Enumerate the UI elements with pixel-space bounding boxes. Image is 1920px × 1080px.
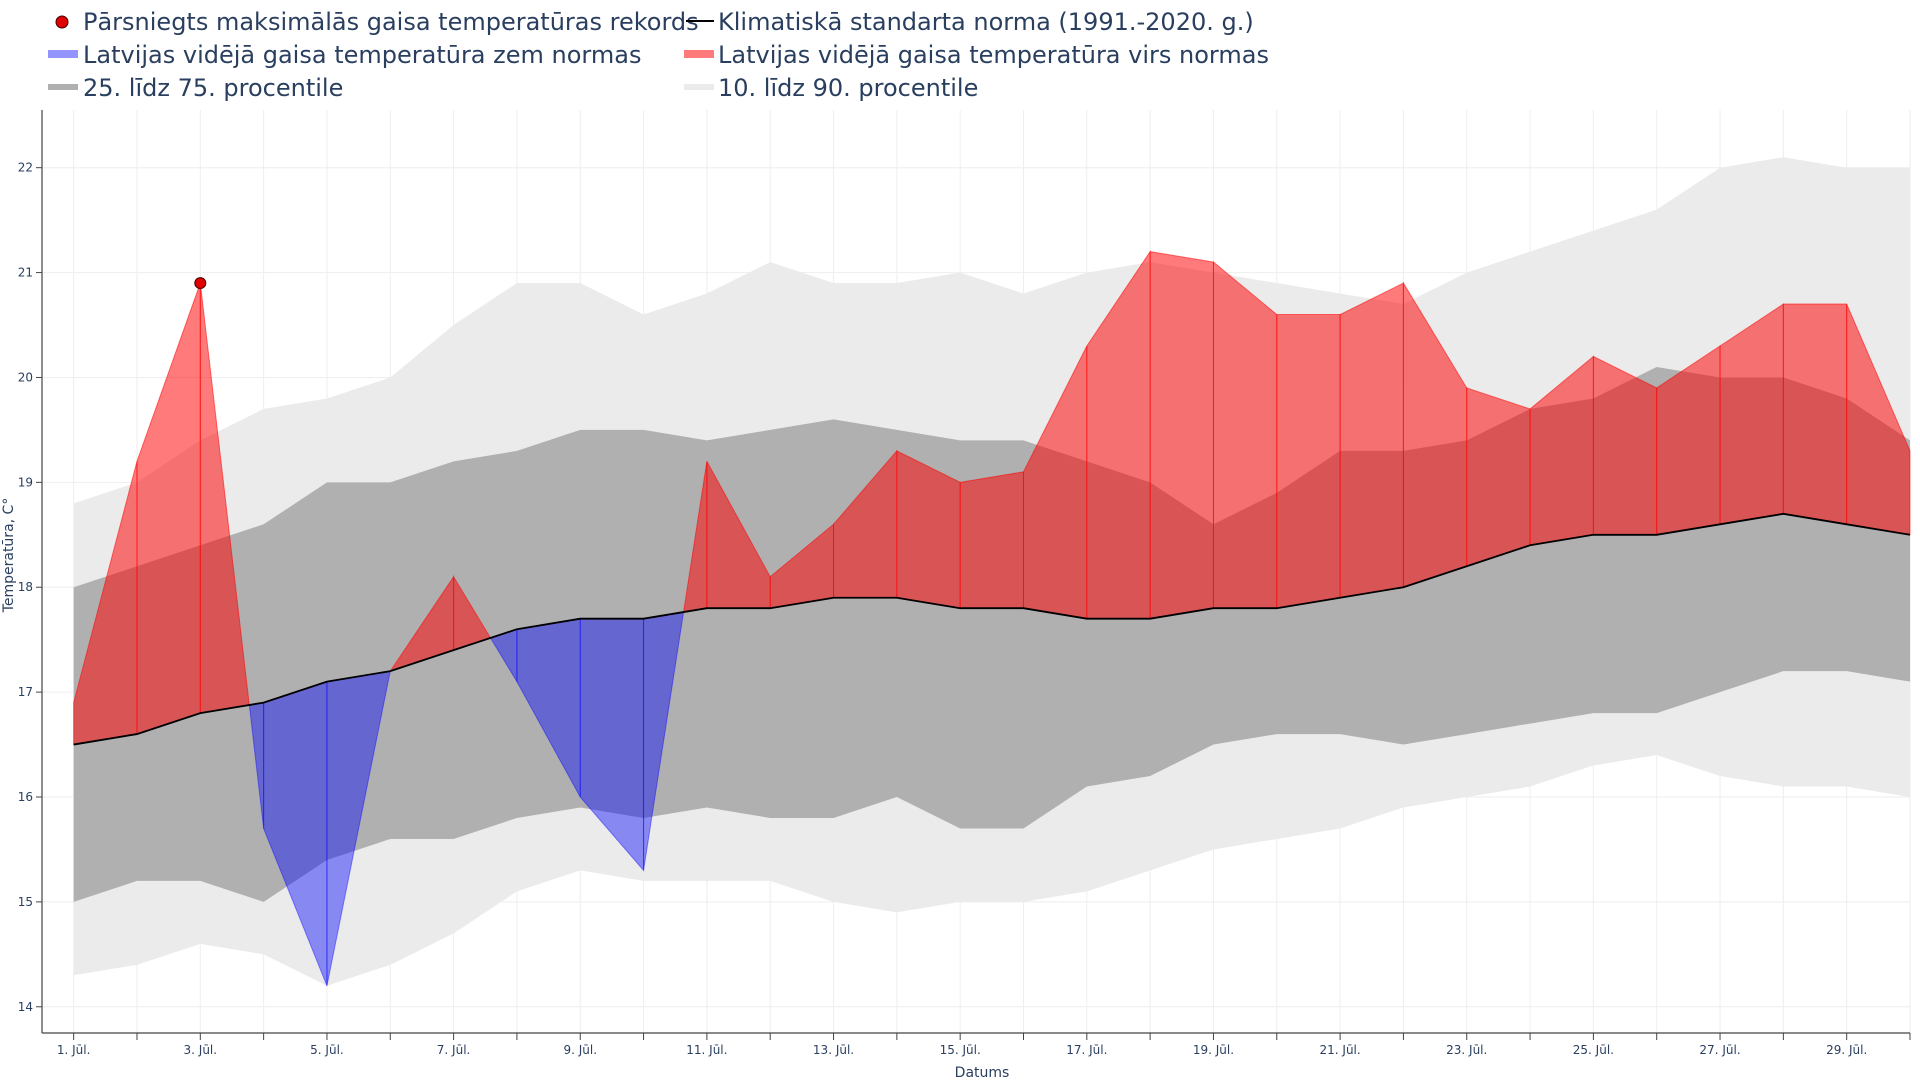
legend: Pārsniegts maksimālās gaisa temperatūras… [48, 8, 1269, 102]
plot-area [42, 110, 1911, 1033]
y-tick-label: 16 [18, 790, 33, 804]
deviation-above [1212, 261, 1278, 609]
record-point[interactable] [194, 277, 207, 290]
x-tick-label: 19. Jūl. [1193, 1043, 1234, 1057]
record-points [194, 277, 207, 290]
legend-label-p10-90: 10. līdz 90. procentile [718, 74, 978, 102]
y-tick-label: 14 [18, 1000, 33, 1014]
legend-item-p25-75[interactable]: 25. līdz 75. procentile [48, 74, 343, 102]
legend-p25-75-swatch [48, 84, 78, 90]
legend-label-below: Latvijas vidējā gaisa temperatūra zem no… [83, 41, 641, 69]
data-areas [73, 157, 1911, 986]
x-tick-label: 7. Jūl. [437, 1043, 471, 1057]
deviation-above [1339, 282, 1404, 599]
x-tick-label: 11. Jūl. [686, 1043, 727, 1057]
legend-item-norm[interactable]: Klimatiskā standarta norma (1991.-2020. … [686, 8, 1254, 36]
y-tick-label: 21 [18, 266, 33, 280]
x-axis-ticks: 1. Jūl. 3. Jūl. 5. Jūl. 7. Jūl. 9. Jūl. 11. J… [57, 1033, 1911, 1057]
x-tick-label: 3. Jūl. [184, 1043, 218, 1057]
x-tick-label: 5. Jūl. [310, 1043, 344, 1057]
deviation-above [1466, 387, 1531, 567]
legend-item-record[interactable]: Pārsniegts maksimālās gaisa temperatūras… [55, 8, 699, 36]
legend-label-p25-75: 25. līdz 75. procentile [83, 74, 343, 102]
deviation-above [1782, 303, 1848, 525]
x-tick-label: 17. Jūl. [1066, 1043, 1107, 1057]
x-tick-label: 1. Jūl. [57, 1043, 91, 1057]
y-tick-label: 20 [18, 370, 33, 384]
deviation-above [1592, 355, 1658, 536]
legend-item-below[interactable]: Latvijas vidējā gaisa temperatūra zem no… [48, 41, 641, 69]
x-tick-label: 13. Jūl. [813, 1043, 854, 1057]
axes: 14 15 16 17 18 19 20 21 22 1. Jūl. 3. Jūl. 5. Jūl.… [1, 110, 1911, 1080]
y-tick-label: 17 [18, 685, 33, 699]
x-axis-title: Datums [955, 1065, 1010, 1080]
x-tick-label: 29. Jūl. [1826, 1043, 1867, 1057]
norm-line [73, 512, 1911, 746]
legend-below-swatch [48, 50, 78, 58]
x-tick-label: 21. Jūl. [1320, 1043, 1361, 1057]
legend-label-above: Latvijas vidējā gaisa temperatūra virs n… [718, 41, 1269, 69]
x-tick-label: 15. Jūl. [940, 1043, 981, 1057]
x-tick-label: 9. Jūl. [563, 1043, 597, 1057]
deviation-above [136, 282, 201, 735]
y-tick-label: 19 [18, 475, 33, 489]
deviation-above [1149, 251, 1214, 620]
x-tick-label: 27. Jūl. [1699, 1043, 1740, 1057]
legend-label-norm: Klimatiskā standarta norma (1991.-2020. … [718, 8, 1254, 36]
x-tick-label: 25. Jūl. [1573, 1043, 1614, 1057]
deviation-above [1276, 314, 1341, 609]
y-tick-label: 15 [18, 895, 33, 909]
y-tick-label: 22 [18, 161, 33, 175]
legend-record-marker [55, 15, 69, 29]
y-axis-ticks: 14 15 16 17 18 19 20 21 22 [18, 161, 42, 1014]
legend-item-above[interactable]: Latvijas vidējā gaisa temperatūra virs n… [684, 41, 1269, 69]
data-lines [73, 512, 1911, 746]
legend-item-p10-90[interactable]: 10. līdz 90. procentile [684, 74, 978, 102]
legend-above-swatch [684, 50, 714, 58]
x-tick-label: 23. Jūl. [1446, 1043, 1487, 1057]
y-tick-label: 18 [18, 580, 33, 594]
deviation-above [959, 471, 1024, 609]
legend-p10-90-swatch [684, 84, 714, 90]
legend-label-record: Pārsniegts maksimālās gaisa temperatūras… [83, 8, 699, 36]
y-axis-title: Temperatūra, C° [1, 498, 17, 614]
